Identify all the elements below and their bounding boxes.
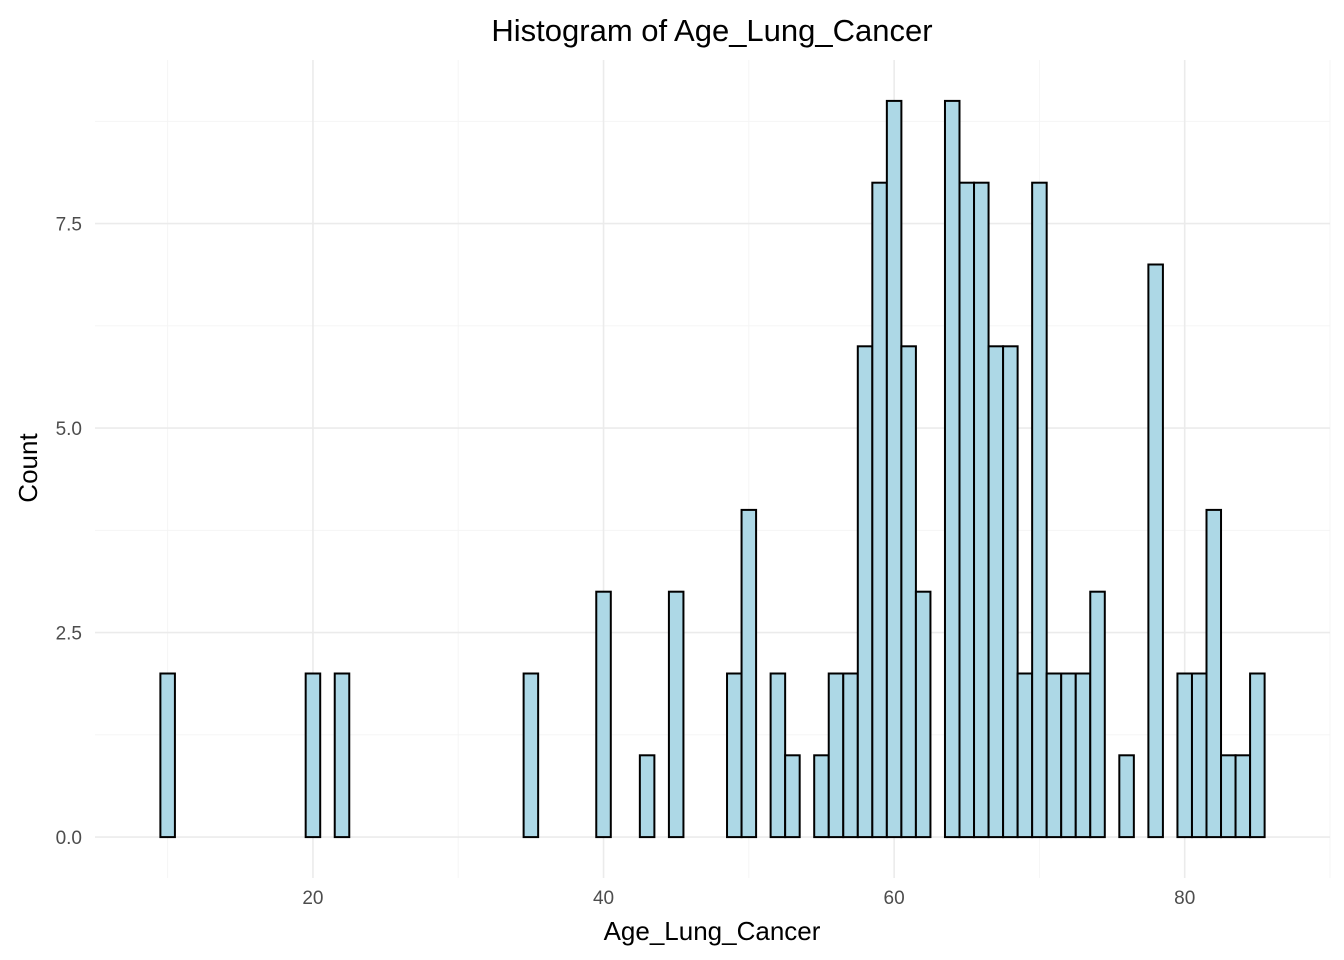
histogram-bar — [159, 672, 176, 839]
histogram-bar — [871, 181, 888, 839]
x-axis-title: Age_Lung_Cancer — [604, 916, 821, 946]
histogram-bar — [943, 99, 961, 839]
chart-title: Histogram of Age_Lung_Cancer — [491, 13, 932, 48]
histogram-bar — [973, 181, 990, 839]
histogram-bar — [638, 754, 656, 839]
histogram-bar — [726, 672, 743, 839]
histogram-bar — [1045, 672, 1063, 839]
histogram-bar — [1074, 672, 1092, 839]
x-tick-labels: 20 40 60 80 — [302, 888, 1195, 909]
histogram-bar — [1089, 590, 1106, 839]
histogram-bar — [333, 672, 351, 839]
histogram-bar — [856, 345, 874, 839]
histogram-bar — [987, 345, 1005, 839]
y-tick-label: 2.5 — [56, 624, 82, 645]
histogram-bar — [522, 672, 540, 839]
histogram-bar — [784, 754, 801, 839]
histogram-bar — [769, 672, 787, 839]
histogram-bar — [885, 99, 903, 839]
histogram-bar — [1031, 181, 1048, 839]
y-tick-label: 7.5 — [56, 215, 82, 236]
x-tick-label: 40 — [593, 888, 614, 909]
histogram-bar — [1220, 754, 1237, 839]
histogram-bar — [900, 345, 917, 839]
histogram-bar — [1176, 672, 1193, 839]
x-tick-label: 20 — [302, 888, 323, 909]
histogram-bar — [304, 672, 322, 839]
histogram-bar — [1002, 345, 1019, 839]
y-axis-title: Count — [13, 433, 43, 503]
histogram-bar — [595, 590, 612, 839]
histogram-bar — [914, 590, 932, 839]
histogram-bar — [1016, 672, 1034, 839]
histogram-bar — [813, 754, 830, 839]
histogram-bar — [1118, 754, 1135, 839]
y-tick-label: 0.0 — [56, 828, 82, 849]
x-tick-label: 80 — [1174, 888, 1195, 909]
histogram-bar — [1249, 672, 1266, 839]
y-tick-label: 5.0 — [56, 419, 82, 440]
y-tick-labels: 0.0 2.5 5.0 7.5 — [56, 215, 82, 849]
bars — [159, 99, 1266, 839]
histogram-bar — [1147, 263, 1164, 839]
histogram-bar — [740, 508, 758, 839]
histogram-bar — [1060, 672, 1077, 839]
histogram-bar — [958, 181, 976, 839]
histogram-bar — [827, 672, 845, 839]
histogram-bar — [667, 590, 685, 839]
histogram-bar — [1205, 508, 1223, 839]
x-tick-label: 60 — [884, 888, 905, 909]
grid — [95, 60, 1331, 878]
histogram-bar — [842, 672, 859, 839]
histogram-bar — [1190, 672, 1208, 839]
histogram-bar — [1234, 754, 1252, 839]
